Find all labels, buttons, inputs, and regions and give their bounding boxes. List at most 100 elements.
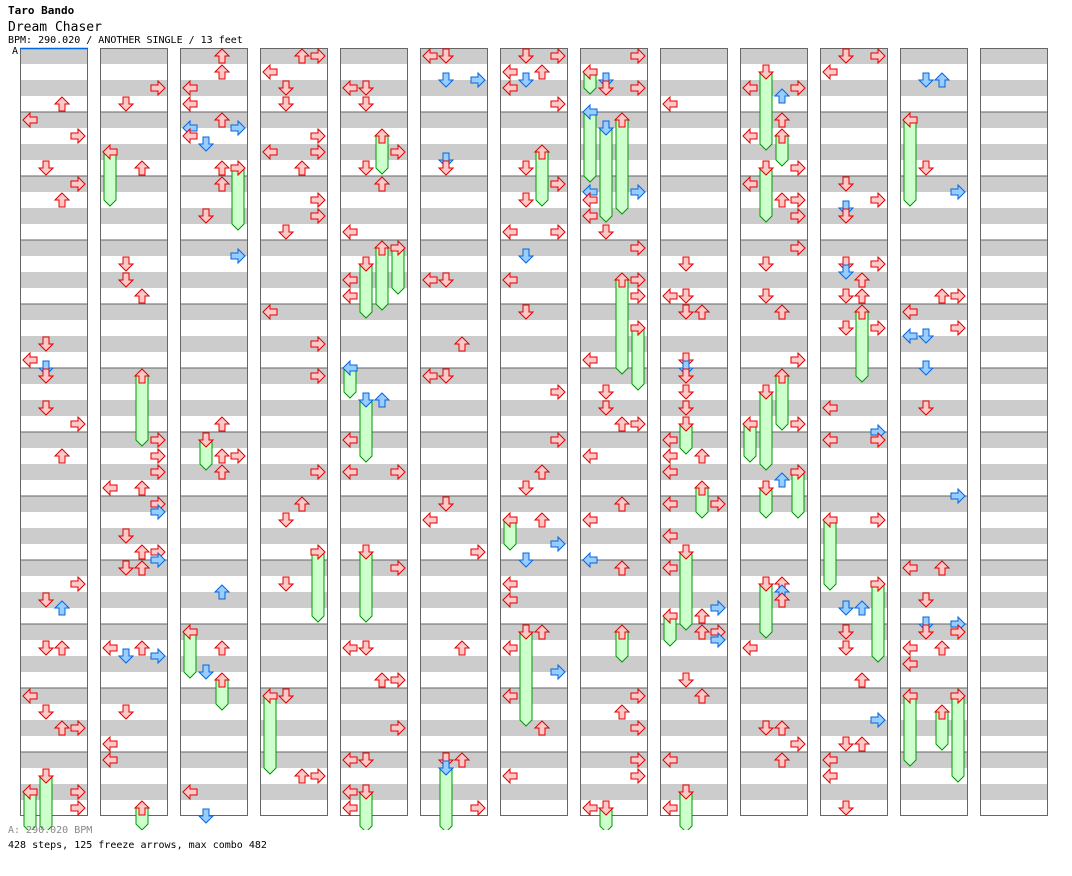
beat-stripe xyxy=(180,656,248,672)
beat-stripe xyxy=(420,400,488,416)
beat-stripe xyxy=(900,592,968,608)
up-arrow-icon xyxy=(773,592,791,608)
beat-stripe xyxy=(660,784,728,800)
beat-stripe xyxy=(180,528,248,544)
right-arrow-icon xyxy=(790,463,806,481)
down-arrow-icon xyxy=(677,384,695,400)
right-arrow-icon xyxy=(630,751,646,769)
down-arrow-icon xyxy=(837,264,855,280)
beat-stripe xyxy=(500,400,568,416)
down-arrow-icon xyxy=(117,704,135,720)
up-arrow-icon xyxy=(773,192,791,208)
bpm-marker-label: A xyxy=(12,46,19,57)
up-arrow-icon xyxy=(53,640,71,656)
up-arrow-icon xyxy=(613,496,631,512)
beat-stripe xyxy=(900,752,968,768)
beat-stripe xyxy=(900,336,968,352)
down-arrow-icon xyxy=(677,544,695,560)
beat-stripe xyxy=(100,688,168,704)
down-arrow-icon xyxy=(437,72,455,88)
beat-stripe xyxy=(660,208,728,224)
chart-info: BPM: 290.020 / ANOTHER SINGLE / 13 feet xyxy=(8,35,243,46)
down-arrow-icon xyxy=(117,96,135,112)
up-arrow-icon xyxy=(453,336,471,352)
beat-stripe xyxy=(500,368,568,384)
beat-stripe xyxy=(260,720,328,736)
right-arrow-icon xyxy=(230,247,246,265)
beat-stripe xyxy=(660,688,728,704)
beat-stripe xyxy=(20,752,88,768)
beat-stripe xyxy=(20,784,88,800)
beat-stripe xyxy=(500,432,568,448)
beat-stripe xyxy=(900,656,968,672)
chart-column xyxy=(820,47,888,816)
chart-column xyxy=(340,48,408,830)
beat-stripe xyxy=(900,400,968,416)
beat-stripe xyxy=(420,720,488,736)
up-arrow-icon xyxy=(213,416,231,432)
right-arrow-icon xyxy=(150,431,166,449)
beat-stripe xyxy=(20,656,88,672)
freeze-arrow-tail xyxy=(359,263,373,319)
down-arrow-icon xyxy=(677,288,695,304)
beat-stripe xyxy=(980,528,1048,544)
beat-stripe xyxy=(980,688,1048,704)
beat-stripe xyxy=(900,176,968,192)
down-arrow-icon xyxy=(597,400,615,416)
up-arrow-icon xyxy=(133,560,151,576)
down-arrow-icon xyxy=(37,160,55,176)
beat-stripe xyxy=(260,272,328,288)
beat-stripe xyxy=(340,400,408,416)
beat-stripe xyxy=(420,176,488,192)
up-arrow-icon xyxy=(213,64,231,80)
beat-stripe xyxy=(260,304,328,320)
beat-stripe xyxy=(20,304,88,320)
freeze-arrow-tail xyxy=(679,551,693,631)
up-arrow-icon xyxy=(613,112,631,128)
beat-stripe xyxy=(260,560,328,576)
freeze-arrow-tail xyxy=(615,279,629,375)
down-arrow-icon xyxy=(517,160,535,176)
right-arrow-icon xyxy=(790,351,806,369)
beat-stripe xyxy=(500,272,568,288)
left-arrow-icon xyxy=(342,799,358,817)
beat-stripe xyxy=(820,112,888,128)
beat-stripe xyxy=(180,496,248,512)
down-arrow-icon xyxy=(837,800,855,816)
up-arrow-icon xyxy=(693,608,711,624)
beat-stripe xyxy=(820,496,888,512)
beat-stripe xyxy=(340,624,408,640)
right-arrow-icon xyxy=(550,223,566,241)
up-arrow-icon xyxy=(613,560,631,576)
beat-stripe xyxy=(820,240,888,256)
right-arrow-icon xyxy=(710,495,726,513)
right-arrow-icon xyxy=(150,647,166,665)
beat-stripe xyxy=(660,240,728,256)
up-arrow-icon xyxy=(693,480,711,496)
beat-stripe xyxy=(660,48,728,64)
chart-column xyxy=(740,48,808,816)
beat-stripe xyxy=(580,304,648,320)
beat-stripe xyxy=(660,304,728,320)
beat-stripe xyxy=(660,432,728,448)
artist-name: Taro Bando xyxy=(8,4,75,17)
beat-stripe xyxy=(580,208,648,224)
up-arrow-icon xyxy=(533,624,551,640)
up-arrow-icon xyxy=(293,496,311,512)
beat-stripe xyxy=(580,368,648,384)
beat-stripe xyxy=(500,560,568,576)
beat-stripe xyxy=(820,784,888,800)
right-arrow-icon xyxy=(150,503,166,521)
beat-stripe xyxy=(100,80,168,96)
beat-stripe xyxy=(420,272,488,288)
down-arrow-icon xyxy=(117,528,135,544)
down-arrow-icon xyxy=(517,72,535,88)
bpm-summary: A: 290.020 BPM xyxy=(8,825,93,836)
up-arrow-icon xyxy=(773,304,791,320)
beat-stripe xyxy=(820,656,888,672)
down-arrow-icon xyxy=(677,256,695,272)
beat-stripe xyxy=(420,304,488,320)
down-arrow-icon xyxy=(357,640,375,656)
beat-stripe xyxy=(580,560,648,576)
beat-stripe xyxy=(820,528,888,544)
